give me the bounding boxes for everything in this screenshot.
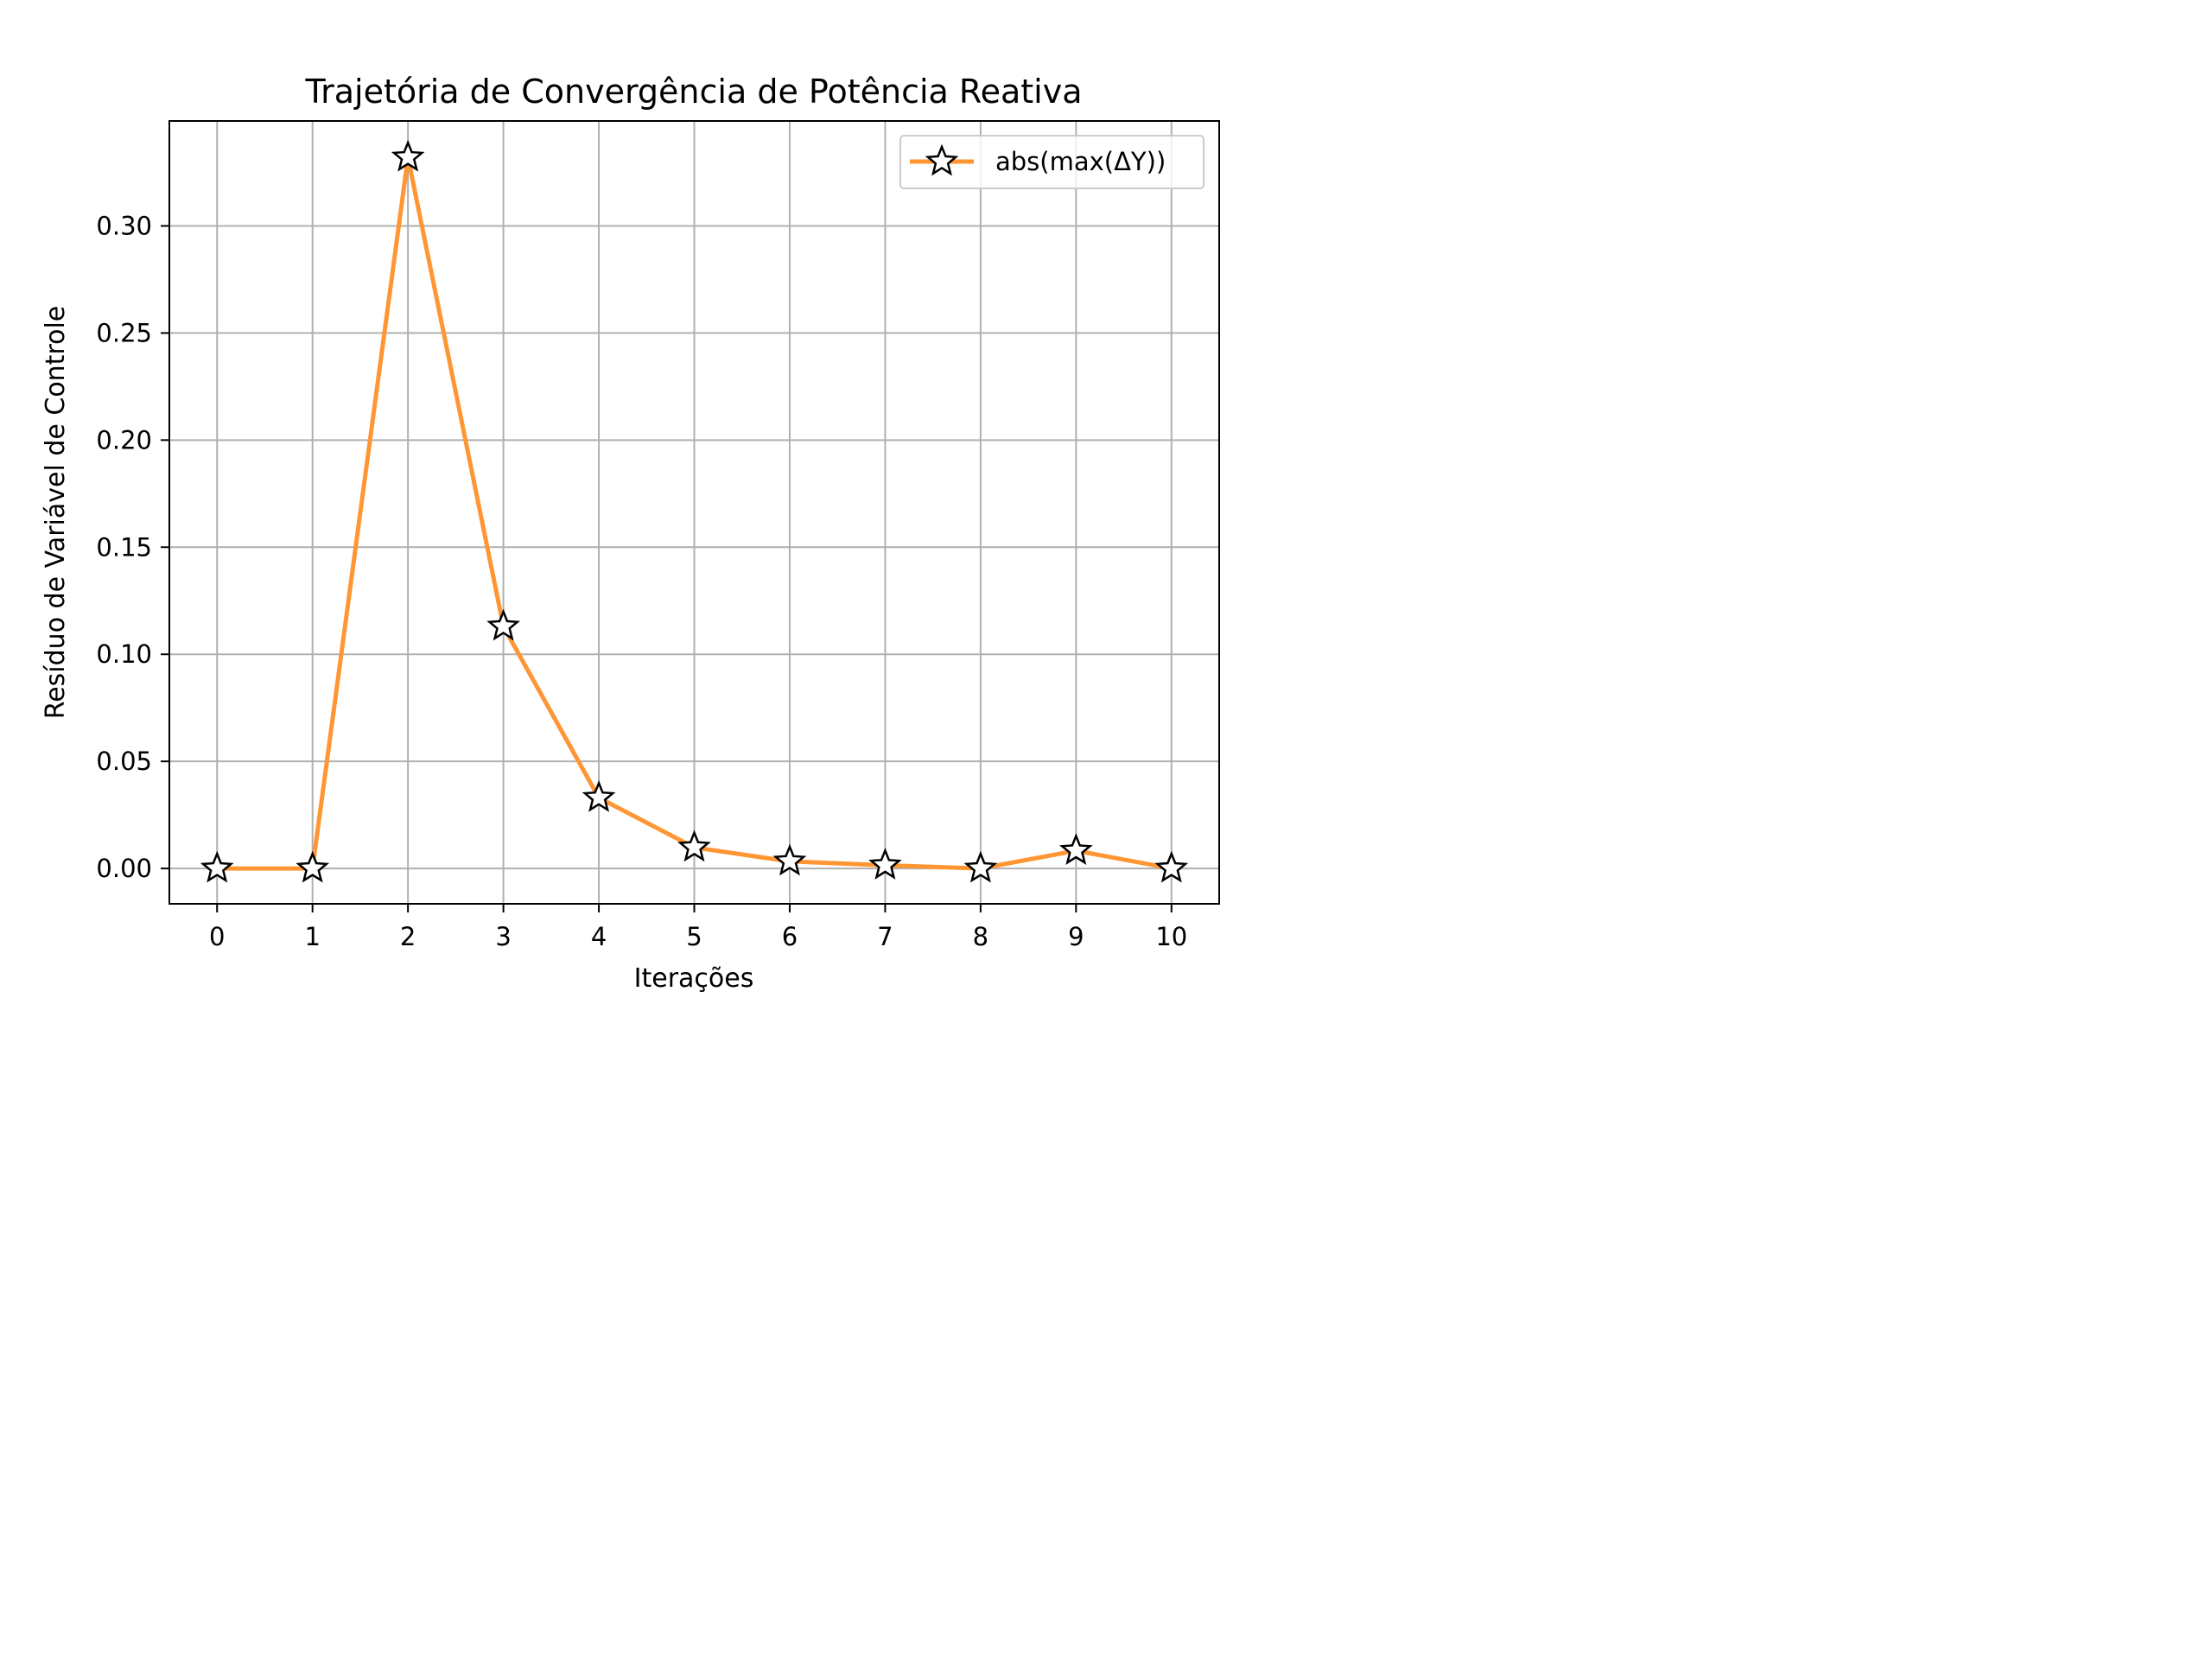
y-tick-label: 0.10 bbox=[96, 639, 152, 669]
x-tick-label: 10 bbox=[1155, 922, 1187, 951]
x-tick-label: 1 bbox=[304, 922, 320, 951]
legend: abs(max(ΔY)) bbox=[899, 135, 1205, 189]
data-point-star bbox=[677, 830, 711, 862]
grid bbox=[169, 121, 1219, 904]
data-point-star bbox=[200, 850, 234, 883]
y-tick-label: 0.20 bbox=[96, 425, 152, 454]
x-tick-label: 2 bbox=[400, 922, 416, 951]
y-tick-label: 0.00 bbox=[96, 854, 152, 883]
data-point-star bbox=[963, 850, 998, 883]
convergence-chart: Trajetória de Convergência de Potência R… bbox=[0, 0, 1336, 1002]
ticks-layer: 0 1 2 3 4 5 6 7 8 9 10 0.00 0.05 0.10 0.15 0.20 0.25 0.30 bbox=[96, 211, 1187, 951]
x-tick-label: 6 bbox=[782, 922, 798, 951]
y-axis-label: Resíduo de Variável de Controle bbox=[41, 306, 71, 720]
data-point-star bbox=[1058, 833, 1093, 865]
data-point-star bbox=[1154, 850, 1189, 883]
data-point-star bbox=[772, 843, 807, 876]
legend-box bbox=[899, 135, 1205, 189]
data-point-star bbox=[296, 850, 330, 883]
x-tick-label: 4 bbox=[591, 922, 607, 951]
x-tick-label: 5 bbox=[686, 922, 702, 951]
legend-label: abs(max(ΔY)) bbox=[995, 147, 1166, 176]
data-point-star bbox=[582, 779, 616, 812]
data-point-star bbox=[391, 139, 425, 172]
x-axis-label: Iterações bbox=[634, 963, 754, 994]
x-tick-label: 9 bbox=[1068, 922, 1084, 951]
x-tick-label: 7 bbox=[877, 922, 893, 951]
y-tick-label: 0.30 bbox=[96, 211, 152, 240]
series-layer bbox=[200, 139, 1189, 883]
y-tick-label: 0.05 bbox=[96, 747, 152, 776]
x-tick-label: 8 bbox=[973, 922, 988, 951]
data-point-star bbox=[486, 608, 520, 641]
x-tick-label: 3 bbox=[495, 922, 511, 951]
y-tick-label: 0.15 bbox=[96, 532, 152, 562]
chart-title: Trajetória de Convergência de Potência R… bbox=[305, 73, 1083, 111]
data-point-star bbox=[868, 848, 902, 880]
legend-star-marker bbox=[925, 143, 959, 176]
y-tick-label: 0.25 bbox=[96, 318, 152, 347]
x-tick-label: 0 bbox=[209, 922, 225, 951]
